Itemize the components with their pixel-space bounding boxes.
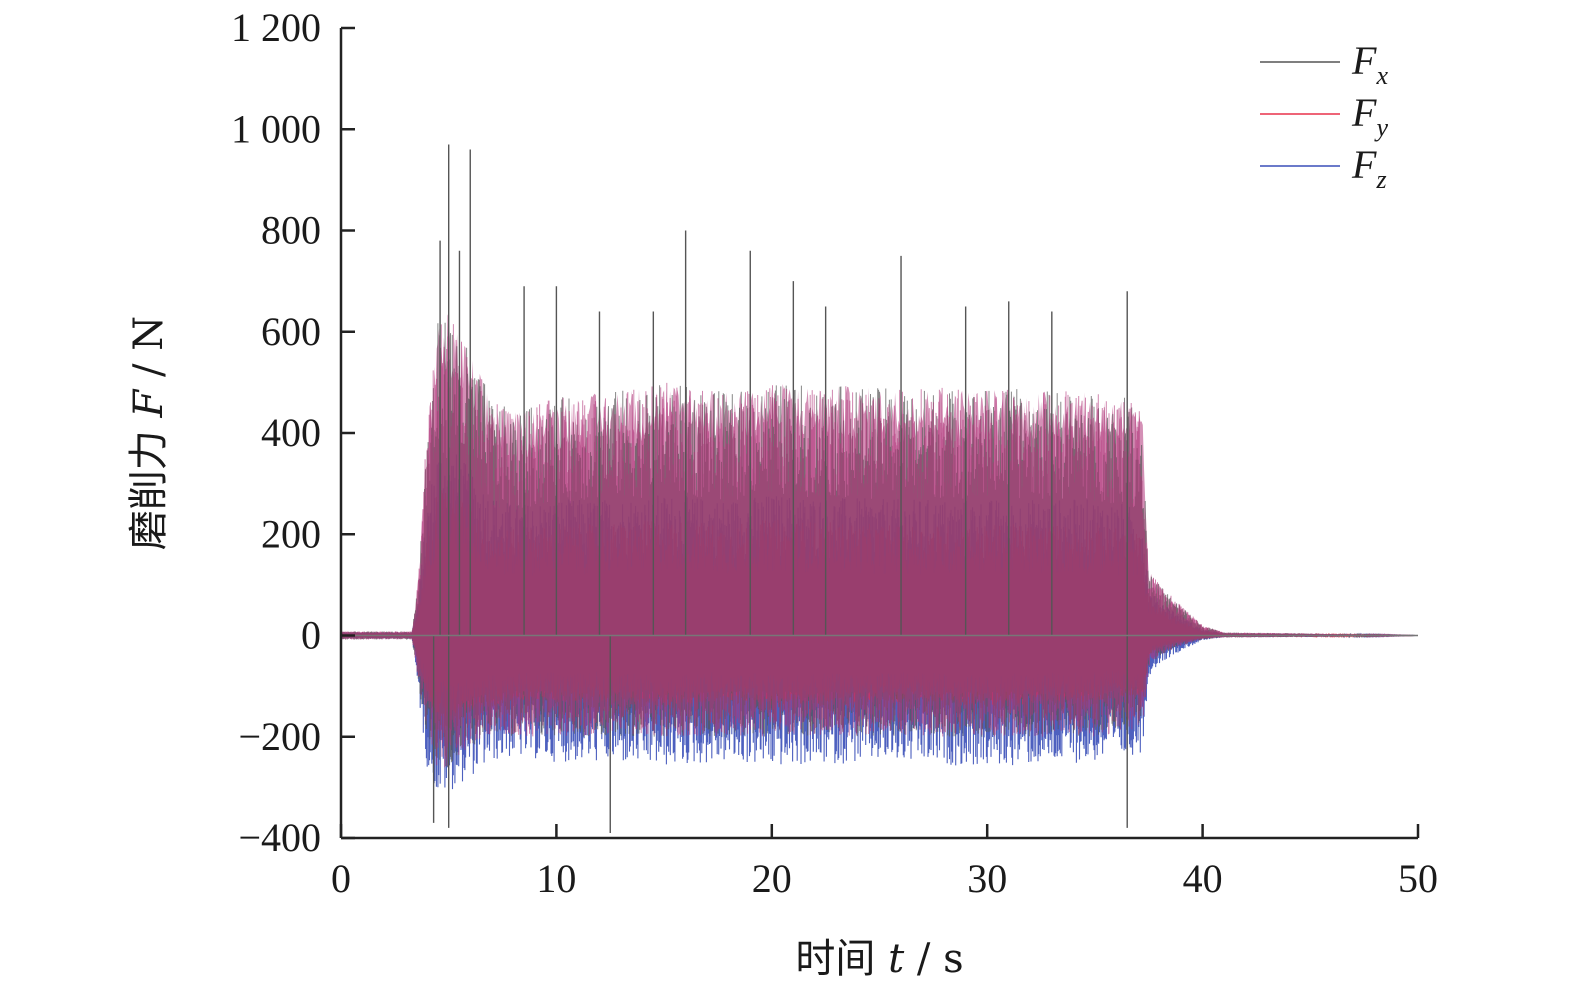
x-tick-label: 0 [331,856,351,901]
y-tick-label: 1 200 [231,5,321,50]
legend-item-fx: Fx [1260,38,1388,90]
y-tick-label: 200 [261,511,321,556]
x-tick-label: 50 [1398,856,1438,901]
x-tick-label: 20 [752,856,792,901]
x-tick-label: 10 [536,856,576,901]
y-ticks: −400 −200 0 200 400 600 800 1 000 1 200 [231,5,355,860]
signal-traces [340,144,1418,833]
legend-label-fx: Fx [1351,38,1388,90]
y-tick-label: −200 [238,714,321,759]
y-axis-title-var: F [126,388,172,418]
y-axis-title-prefix: 磨削力 [126,417,172,550]
y-tick-label: 600 [261,309,321,354]
y-tick-label: 1 000 [231,106,321,151]
x-tick-label: 40 [1183,856,1223,901]
x-ticks: 0 10 20 30 40 50 [331,824,1438,901]
y-tick-label: 800 [261,208,321,253]
y-tick-label: −400 [238,815,321,860]
legend-item-fz: Fz [1260,142,1387,194]
x-axis-title-var: t [888,936,905,982]
x-axis-title-suffix: / s [904,936,963,982]
y-tick-label: 400 [261,410,321,455]
legend-label-fy: Fy [1351,90,1388,142]
legend-item-fy: Fy [1260,90,1388,142]
trace-overlay [340,324,1418,768]
x-axis-title: 时间 t / s [795,936,963,982]
legend-label-fz: Fz [1351,142,1387,194]
y-axis-title: 磨削力 F / N [126,316,172,550]
legend: Fx Fy Fz [1260,38,1388,194]
x-tick-label: 30 [967,856,1007,901]
y-tick-label: 0 [301,613,321,658]
x-axis-title-prefix: 时间 [795,936,888,982]
y-axis-title-suffix: / N [126,316,172,390]
